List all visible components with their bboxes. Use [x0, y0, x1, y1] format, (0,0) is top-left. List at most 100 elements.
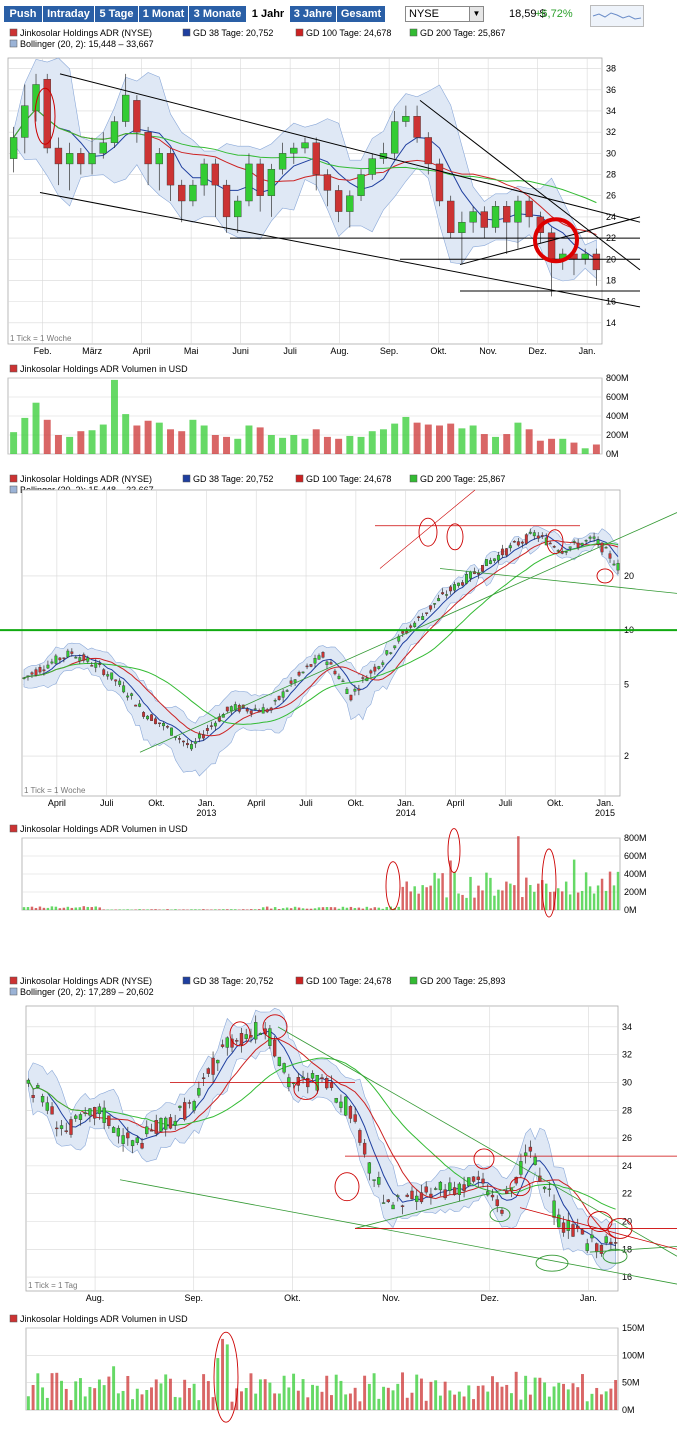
sparkline-thumbnail[interactable]: [590, 5, 644, 27]
candle-body: [265, 709, 269, 713]
candle-body: [309, 664, 313, 667]
volume-bar: [608, 871, 612, 910]
volume-bar: [415, 1374, 419, 1410]
volume-y-tick-label: 150M: [622, 1323, 645, 1333]
volume-bar: [279, 437, 287, 454]
volume-bar: [126, 909, 129, 910]
chart-1-year: Jinkosolar Holdings ADR (NYSE) GD 38 Tage…: [7, 28, 641, 459]
volume-bar: [321, 907, 325, 910]
candle-body: [429, 605, 433, 610]
volume-bar: [529, 884, 532, 910]
candle-body: [613, 1242, 618, 1244]
volume-bar: [445, 897, 448, 910]
volume-bar: [83, 1396, 87, 1410]
volume-bar: [194, 909, 197, 910]
tab-intraday[interactable]: Intraday: [43, 6, 94, 22]
candle-body: [503, 206, 511, 223]
volume-bar: [548, 891, 552, 910]
x-tick-label: Okt.: [348, 798, 365, 808]
candle-body: [285, 690, 289, 692]
candle-body: [77, 153, 85, 165]
tab-gesamt[interactable]: Gesamt: [337, 6, 385, 22]
tab-1-jahr[interactable]: 1 Jahr: [247, 6, 289, 22]
volume-y-tick-label: 0M: [606, 449, 619, 459]
candle-body: [465, 574, 468, 584]
candle-body: [222, 184, 231, 218]
candle-body: [449, 586, 453, 592]
candle-body: [114, 679, 118, 682]
volume-bar: [382, 1386, 386, 1410]
candle-body: [413, 116, 421, 138]
candle-body: [592, 536, 596, 539]
tab-1-monat[interactable]: 1 Monat: [139, 6, 188, 22]
candle-body: [405, 1194, 409, 1197]
x-tick-label: April: [247, 798, 265, 808]
volume-bar: [379, 429, 387, 454]
candle-body: [321, 652, 325, 658]
volume-bar: [315, 1385, 319, 1410]
candle-body: [391, 1204, 395, 1210]
trendline-lower: [39, 192, 641, 308]
candle-body: [102, 1107, 106, 1123]
candle-body: [159, 1117, 163, 1132]
tab-push[interactable]: Push: [4, 6, 42, 22]
candle-body: [481, 1178, 485, 1184]
volume-bar: [536, 440, 544, 454]
tab-3-jahre[interactable]: 3 Jahre: [290, 6, 336, 22]
volume-bar: [131, 1399, 135, 1410]
legend-item-3: GD 200 Tage: 25,893: [420, 976, 505, 986]
volume-bar: [517, 836, 520, 910]
candle-body: [155, 153, 163, 165]
candle-body: [600, 542, 604, 553]
volume-bar: [505, 881, 508, 910]
volume-bar: [405, 1397, 409, 1410]
tick-note: 1 Tick = 1 Woche: [24, 786, 86, 795]
ma-gd200-line: [27, 1057, 616, 1210]
candle-body: [74, 657, 78, 659]
exchange-select[interactable]: NYSE ▼: [405, 6, 484, 22]
annotation-circle: [509, 1177, 531, 1197]
candle-body: [245, 163, 253, 202]
volume-bar: [86, 906, 90, 910]
x-tick-label: Sep.: [380, 346, 399, 356]
y-tick-label: 38: [606, 64, 616, 74]
volume-bar: [560, 891, 564, 910]
candle-body: [166, 726, 169, 728]
volume-bar: [333, 907, 337, 910]
candle-body: [547, 1188, 551, 1190]
candle-body: [524, 534, 528, 544]
candle-body: [485, 559, 488, 567]
candle-body: [445, 594, 449, 596]
ma-gd100-line: [27, 1038, 616, 1239]
x-tick-label: Jan.: [597, 798, 614, 808]
volume-bar: [254, 1393, 258, 1410]
volume-bar: [292, 1373, 296, 1410]
tab-3-monate[interactable]: 3 Monate: [189, 6, 246, 22]
candle-body: [609, 1241, 613, 1244]
chevron-down-icon[interactable]: ▼: [469, 7, 483, 21]
volume-bar: [154, 909, 157, 910]
candle-body: [476, 1176, 480, 1180]
candle-body: [130, 693, 134, 696]
legend-item-bollinger: Bollinger (20, 2): 17,289 – 20,602: [20, 987, 154, 997]
candle-body: [492, 558, 496, 562]
volume-bar: [562, 1383, 566, 1410]
volume-bar: [277, 909, 281, 910]
volume-bar: [297, 907, 301, 910]
volume-bar: [202, 909, 205, 910]
volume-bar: [576, 1387, 580, 1410]
annotation-circle-green: [489, 1207, 511, 1222]
candle-body: [572, 541, 576, 543]
volume-legend: Jinkosolar Holdings ADR Volumen in USD: [20, 1314, 188, 1324]
candle-body: [533, 1156, 537, 1165]
candle-body: [158, 722, 161, 725]
volume-bar: [363, 1375, 367, 1410]
volume-bar: [402, 416, 410, 454]
tab-5-tage[interactable]: 5 Tage: [95, 6, 138, 22]
volume-bar: [159, 1383, 163, 1410]
candle-body: [447, 200, 455, 233]
volume-bar: [493, 895, 496, 910]
volume-bar: [234, 438, 242, 454]
candle-body: [192, 1101, 196, 1111]
candle-body: [98, 663, 102, 665]
